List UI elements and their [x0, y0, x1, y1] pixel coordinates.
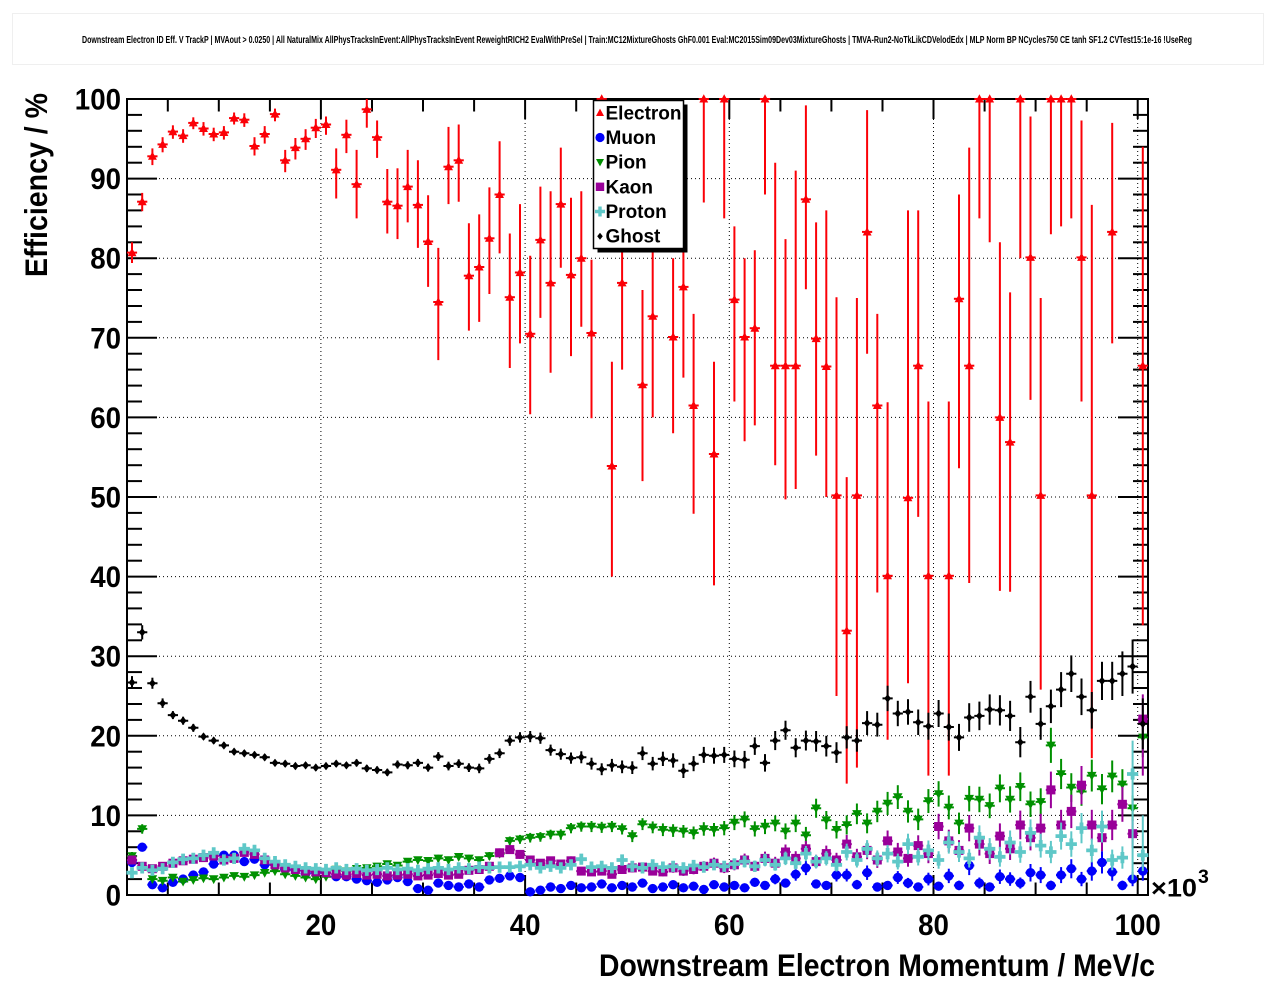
- svg-text:40: 40: [90, 561, 121, 594]
- svg-text:20: 20: [306, 909, 337, 942]
- svg-text:Ghost: Ghost: [606, 227, 662, 248]
- svg-text:60: 60: [714, 909, 745, 942]
- svg-text:Efficiency / %: Efficiency / %: [18, 93, 54, 277]
- svg-text:Kaon: Kaon: [606, 177, 654, 198]
- svg-text:80: 80: [918, 909, 949, 942]
- svg-text:×10: ×10: [1151, 875, 1197, 903]
- svg-text:Pion: Pion: [606, 153, 647, 174]
- svg-text:Downstream Electron Momentum /: Downstream Electron Momentum / MeV/c: [599, 947, 1155, 983]
- svg-text:100: 100: [75, 84, 121, 117]
- svg-text:0: 0: [106, 880, 121, 913]
- svg-text:Electron: Electron: [606, 103, 682, 124]
- svg-text:Proton: Proton: [606, 202, 667, 223]
- svg-text:10: 10: [90, 800, 121, 833]
- svg-text:20: 20: [90, 720, 121, 753]
- svg-text:80: 80: [90, 243, 121, 276]
- svg-text:90: 90: [90, 163, 121, 196]
- svg-text:50: 50: [90, 482, 121, 515]
- svg-text:Muon: Muon: [606, 128, 657, 149]
- svg-text:30: 30: [90, 641, 121, 674]
- svg-text:40: 40: [510, 909, 541, 942]
- svg-text:3: 3: [1198, 866, 1209, 888]
- svg-text:100: 100: [1115, 909, 1161, 942]
- svg-text:60: 60: [90, 402, 121, 435]
- svg-text:Downstream Electron ID Eff. V: Downstream Electron ID Eff. V TrackP | M…: [82, 35, 1192, 46]
- svg-text:70: 70: [90, 322, 121, 355]
